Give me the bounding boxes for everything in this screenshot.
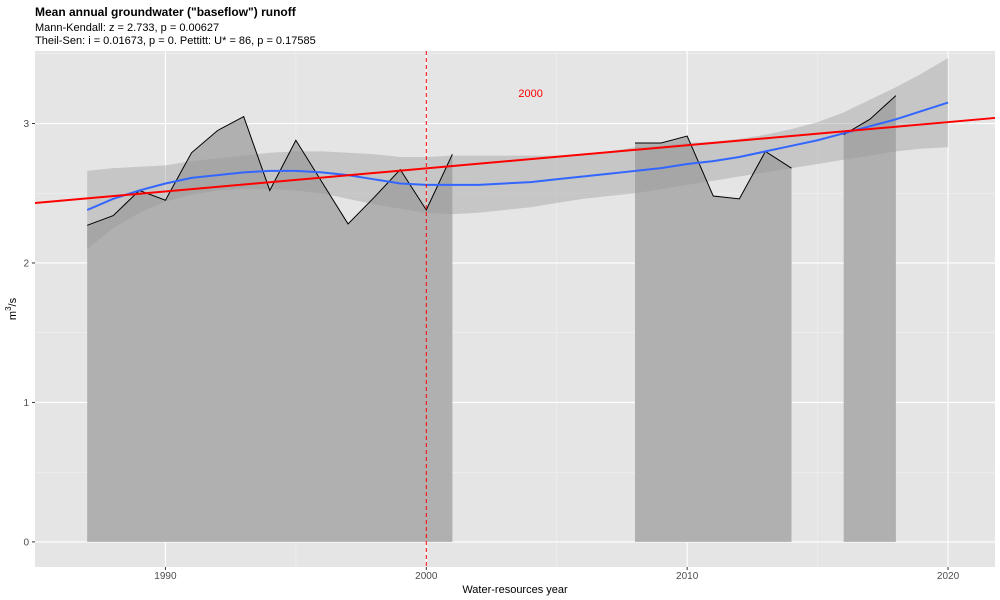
y-tick-label: 2	[23, 258, 29, 269]
observed-area	[87, 116, 453, 542]
y-axis-title: m3/s	[4, 297, 19, 320]
loess-line	[86, 101, 949, 211]
x-axis-title: Water-resources year	[462, 584, 568, 596]
observed-area-group	[87, 95, 896, 542]
y-axis-title-unit: /s	[7, 297, 19, 306]
chart-subtitle-theil-sen: Theil-Sen: i = 0.01673, p = 0. Pettitt: …	[35, 35, 316, 47]
y-axis-title-superscript: 3	[4, 306, 13, 311]
series-lines: 2000	[34, 51, 996, 567]
y-tick-label: 0	[23, 537, 29, 548]
observed-line	[843, 95, 897, 136]
chart-subtitle-mann-kendall: Mann-Kendall: z = 2.733, p = 0.00627	[35, 22, 220, 34]
change-point-label: 2000	[518, 88, 542, 100]
axis-ticks: 1990 2000 2010 2020 0 1 2 3	[23, 119, 959, 582]
x-tick-label: 2010	[676, 571, 699, 582]
observed-area	[635, 136, 792, 542]
theil-sen-trend-line	[34, 116, 996, 205]
x-tick-label: 2000	[415, 571, 438, 582]
observed-area	[843, 95, 896, 542]
loess-confidence-band	[87, 57, 949, 250]
y-tick-label: 1	[23, 398, 29, 409]
chart-title: Mean annual groundwater ("baseflow") run…	[35, 5, 296, 19]
loess-ci-group	[87, 57, 949, 250]
y-tick-label: 3	[23, 119, 29, 130]
y-axis-title-base: m	[7, 311, 19, 320]
x-tick-label: 2020	[937, 571, 960, 582]
x-tick-label: 1990	[154, 571, 177, 582]
